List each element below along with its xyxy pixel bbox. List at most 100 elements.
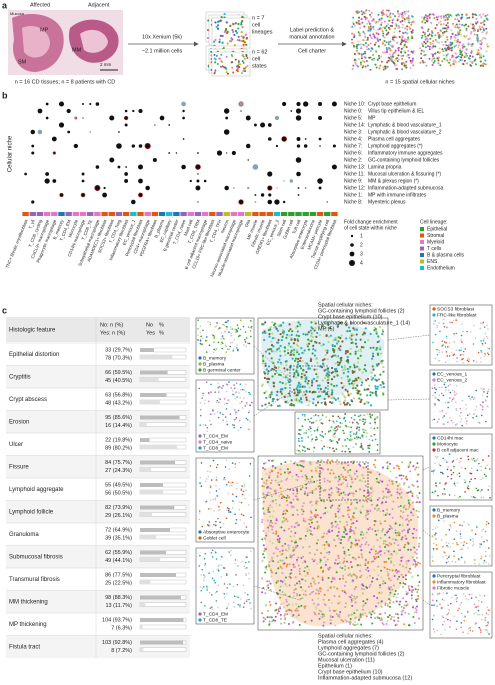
cell-dot xyxy=(219,526,222,529)
cell-dot xyxy=(222,419,225,421)
cell-dot xyxy=(453,467,455,469)
cell-dot xyxy=(421,26,424,29)
cell-dot xyxy=(360,553,363,556)
cell-dot xyxy=(370,37,373,40)
cell-dot xyxy=(380,359,383,363)
cell-dot xyxy=(456,423,458,425)
cell-dot xyxy=(483,337,486,340)
cell-dot xyxy=(411,585,414,588)
cell-dot xyxy=(317,592,320,595)
cell-dot xyxy=(320,422,323,424)
cell-dot xyxy=(416,605,419,608)
cell-dot xyxy=(208,508,210,510)
cell-dot xyxy=(373,326,376,329)
cell-dot xyxy=(347,548,350,551)
cell-dot xyxy=(289,471,292,474)
cell-dot xyxy=(205,339,208,342)
cell-dot xyxy=(427,34,430,37)
cell-dot xyxy=(240,488,243,490)
cell-dot xyxy=(289,394,292,397)
cell-dot xyxy=(280,480,283,483)
cell-dot xyxy=(261,331,264,334)
cell-dot xyxy=(244,66,247,69)
cell-dot xyxy=(350,529,353,532)
cell-dot xyxy=(479,544,481,547)
cell-dot xyxy=(248,577,250,580)
cell-dot xyxy=(377,335,380,338)
cell-dot xyxy=(397,26,400,29)
cell-dot xyxy=(210,54,213,57)
cell-dot xyxy=(287,496,290,499)
cell-dot xyxy=(454,36,457,39)
cell-dot xyxy=(281,381,284,385)
cell-dot xyxy=(444,483,447,485)
cell-dot xyxy=(289,572,292,575)
lineage-swatch xyxy=(309,212,317,216)
cell-dot xyxy=(209,465,212,467)
cell-dot xyxy=(486,45,489,48)
cell-dot xyxy=(250,550,252,552)
cell-dot xyxy=(445,351,448,353)
cell-dot xyxy=(388,553,391,556)
cell-dot xyxy=(272,560,275,563)
enrichment-dot xyxy=(58,122,65,128)
cell-dot xyxy=(483,559,486,562)
cell-dot xyxy=(454,26,457,29)
cell-dot xyxy=(396,613,399,616)
cell-dot xyxy=(480,351,483,354)
enrichment-dot xyxy=(24,172,27,176)
cell-dot xyxy=(231,484,233,487)
cell-dot xyxy=(210,50,213,53)
cell-dot xyxy=(282,516,285,519)
cell-dot xyxy=(344,468,347,471)
cell-dot xyxy=(352,446,355,449)
cell-dot xyxy=(480,414,483,417)
cell-dot xyxy=(459,524,461,526)
cell-dot xyxy=(352,333,355,336)
count-label: lineages xyxy=(252,29,273,35)
cell-dot xyxy=(271,465,274,468)
cell-dot xyxy=(371,414,374,416)
cell-dot xyxy=(377,555,380,558)
cell-dot xyxy=(340,381,343,385)
cell-dot xyxy=(348,595,351,598)
cell-dot xyxy=(446,461,449,464)
cell-dot xyxy=(237,603,240,606)
enrichment-dot xyxy=(82,102,85,106)
cell-dot xyxy=(373,523,376,526)
cell-dot xyxy=(435,544,438,546)
inset-legend-label: Goblet cell xyxy=(203,535,226,541)
cell-dot xyxy=(480,43,483,46)
tissue-label: MM xyxy=(72,47,82,53)
cell-dot xyxy=(209,471,211,473)
cell-dot xyxy=(282,330,286,333)
cell-dot xyxy=(318,334,321,337)
cell-dot xyxy=(314,467,317,470)
cell-dot xyxy=(407,521,410,524)
cell-dot xyxy=(355,365,358,368)
cell-dot xyxy=(359,533,362,536)
cell-dot xyxy=(244,591,246,594)
cell-dot xyxy=(370,580,373,583)
cell-dot xyxy=(348,421,351,423)
cell-dot xyxy=(484,550,487,553)
cell-dot xyxy=(301,385,304,388)
cell-dot xyxy=(356,595,359,598)
cell-dot xyxy=(349,392,352,395)
cell-dot xyxy=(460,466,463,469)
cell-dot xyxy=(446,38,449,41)
cell-dot xyxy=(238,501,240,503)
cell-dot xyxy=(456,458,458,460)
cell-dot xyxy=(285,364,288,367)
cell-dot xyxy=(445,561,448,564)
cell-dot xyxy=(230,53,233,56)
cell-dot xyxy=(320,439,323,442)
cell-dot xyxy=(477,49,480,52)
enrichment-dot xyxy=(81,172,85,176)
cell-dot xyxy=(230,332,232,335)
cell-dot xyxy=(384,501,387,504)
cell-dot xyxy=(486,464,488,467)
cell-dot xyxy=(417,561,420,564)
cell-dot xyxy=(240,31,243,34)
cell-dot xyxy=(485,561,487,564)
